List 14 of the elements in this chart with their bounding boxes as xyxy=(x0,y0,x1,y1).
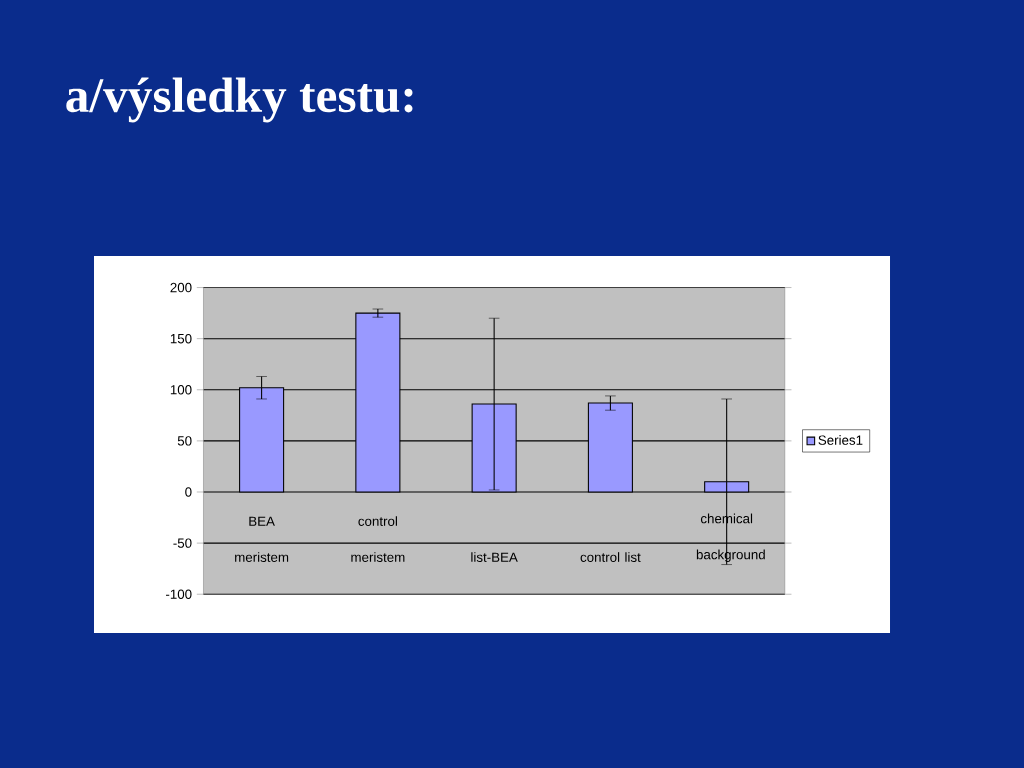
y-tick-label: 0 xyxy=(185,487,192,497)
chart-title: a/výsledky testu: xyxy=(66,77,413,123)
y-tick-label: 100 xyxy=(170,385,192,395)
x-tick-label: control list xyxy=(580,552,641,562)
legend-label: Series1 xyxy=(818,435,863,445)
y-tick-label: -50 xyxy=(173,538,192,548)
category-label: BEA meristem xyxy=(235,516,289,562)
y-tick-label: 200 xyxy=(170,282,192,293)
y-tick-label: 150 xyxy=(170,333,192,344)
category-label: control meristem xyxy=(351,516,405,562)
y-tick-label: -100 xyxy=(165,589,192,599)
x-tick-label: list-BEA xyxy=(471,552,518,562)
bar xyxy=(355,312,401,493)
y-tick-label: 50 xyxy=(177,436,192,446)
